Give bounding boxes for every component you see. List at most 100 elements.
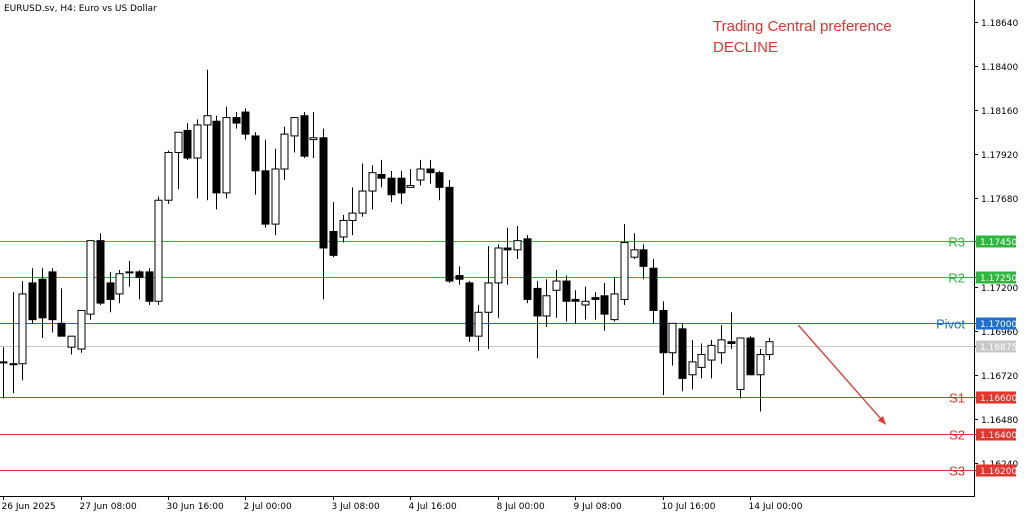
candle-body-bull (765, 341, 774, 356)
candle-body-bull (610, 293, 619, 321)
candle (523, 235, 532, 304)
candle-body-bull (193, 124, 202, 159)
candle-body-bear (523, 238, 532, 300)
candle-body-bear (445, 186, 454, 282)
candle (591, 292, 600, 320)
candle-body-bull (368, 172, 377, 192)
candle-body-bull (406, 185, 415, 188)
candle (183, 123, 192, 160)
candle-body-bull (697, 354, 706, 368)
candle-body-bull (203, 115, 212, 126)
candle (0, 347, 8, 399)
chart-header: EURUSD.sv, H4: Euro vs US Dollar (4, 4, 157, 14)
candle-body-bull (542, 295, 551, 317)
candle (193, 119, 202, 199)
candle (542, 279, 551, 327)
x-tick-label: 26 Jun 2025 (2, 502, 56, 512)
candle (416, 159, 425, 186)
level-badge-text-r3: 1.17450 (980, 238, 1017, 248)
candle (212, 115, 221, 210)
candle (474, 304, 483, 351)
y-tick-label: 1.17200 (981, 284, 1018, 294)
y-tick-label: 1.18160 (981, 107, 1018, 117)
candle-body-bear (639, 249, 648, 267)
candle-body-bull (358, 190, 367, 214)
candle (241, 108, 250, 140)
level-badge-s2 (976, 428, 1016, 441)
candle (106, 271, 115, 313)
candle (18, 281, 27, 381)
candle (290, 117, 299, 153)
candle-body-bull (0, 361, 8, 364)
level-badge-pivot (976, 317, 1016, 330)
candle-body-bull (513, 240, 522, 251)
candle (426, 159, 435, 184)
candle-body-bear (465, 282, 474, 337)
candle (319, 128, 328, 300)
candle-body-bear (261, 170, 270, 225)
candle-body-bull (736, 337, 745, 390)
candle-body-bull (620, 241, 629, 300)
candle (649, 259, 658, 324)
candle-body-bull (86, 240, 95, 315)
candle (484, 246, 493, 350)
y-tick-label: 1.18400 (981, 63, 1018, 73)
y-tick-label: 1.18640 (981, 19, 1018, 29)
candle (707, 339, 716, 379)
candle (368, 165, 377, 210)
candle (533, 281, 542, 359)
forecast-arrowhead (877, 416, 886, 425)
candle-body-bull (756, 354, 765, 376)
level-labels: R3 1.17450 R2 1.17250 Pivot 1.17000 S1 1.16600 S… (936, 235, 1017, 479)
level-badge-text-s1: 1.16600 (980, 394, 1017, 404)
candle-body-bear (455, 275, 464, 280)
x-tick-label: 2 Jul 00:00 (244, 502, 293, 512)
candle (727, 312, 736, 350)
candle (329, 202, 338, 258)
candle-body-bear (241, 111, 250, 135)
candle (261, 139, 270, 228)
x-tick-label: 8 Jul 00:00 (497, 502, 546, 512)
candle (465, 281, 474, 342)
candle-body-bull (717, 339, 726, 354)
candle-body-bull (494, 247, 503, 284)
time-axis: 26 Jun 2025 27 Jun 08:00 30 Jun 16:00 2 Jul… (2, 496, 803, 512)
candle (717, 325, 726, 364)
candle-body-bull (290, 117, 299, 137)
level-name-pivot: Pivot (936, 317, 965, 332)
y-tick-label: 1.16960 (981, 328, 1018, 338)
candle (164, 150, 173, 204)
candle-body-bear (57, 322, 66, 337)
candle (503, 227, 512, 285)
candle-body-bull (630, 249, 639, 258)
candle (309, 112, 318, 158)
candle (397, 170, 406, 204)
candle (630, 233, 639, 260)
candle-body-bear (746, 337, 755, 376)
candle-body-bear (600, 295, 609, 315)
candle (251, 132, 260, 195)
candle-body-bear (659, 309, 668, 354)
candle-body-bear (397, 177, 406, 194)
candle-body-bear (319, 137, 328, 249)
candle-body-bull (309, 137, 318, 141)
current-price-badge (976, 340, 1016, 353)
candle-body-bear (232, 117, 241, 124)
candle-body-bear (251, 135, 260, 172)
x-tick-label: 9 Jul 08:00 (574, 502, 623, 512)
candle (38, 268, 47, 339)
level-badge-r2 (976, 271, 1016, 284)
candle-body-bull (668, 322, 677, 354)
candle (96, 233, 105, 305)
candle-body-bear (329, 230, 338, 256)
candle (300, 112, 309, 158)
candle-body-bull (484, 282, 493, 313)
candle-body-bull (222, 117, 231, 194)
candle-body-bull (164, 151, 173, 201)
candle (339, 214, 348, 243)
candle-body-bear (38, 278, 47, 319)
candle (746, 336, 755, 376)
candle-body-bear (678, 328, 687, 379)
y-tick-label: 1.16480 (981, 416, 1018, 426)
candle (377, 159, 386, 188)
